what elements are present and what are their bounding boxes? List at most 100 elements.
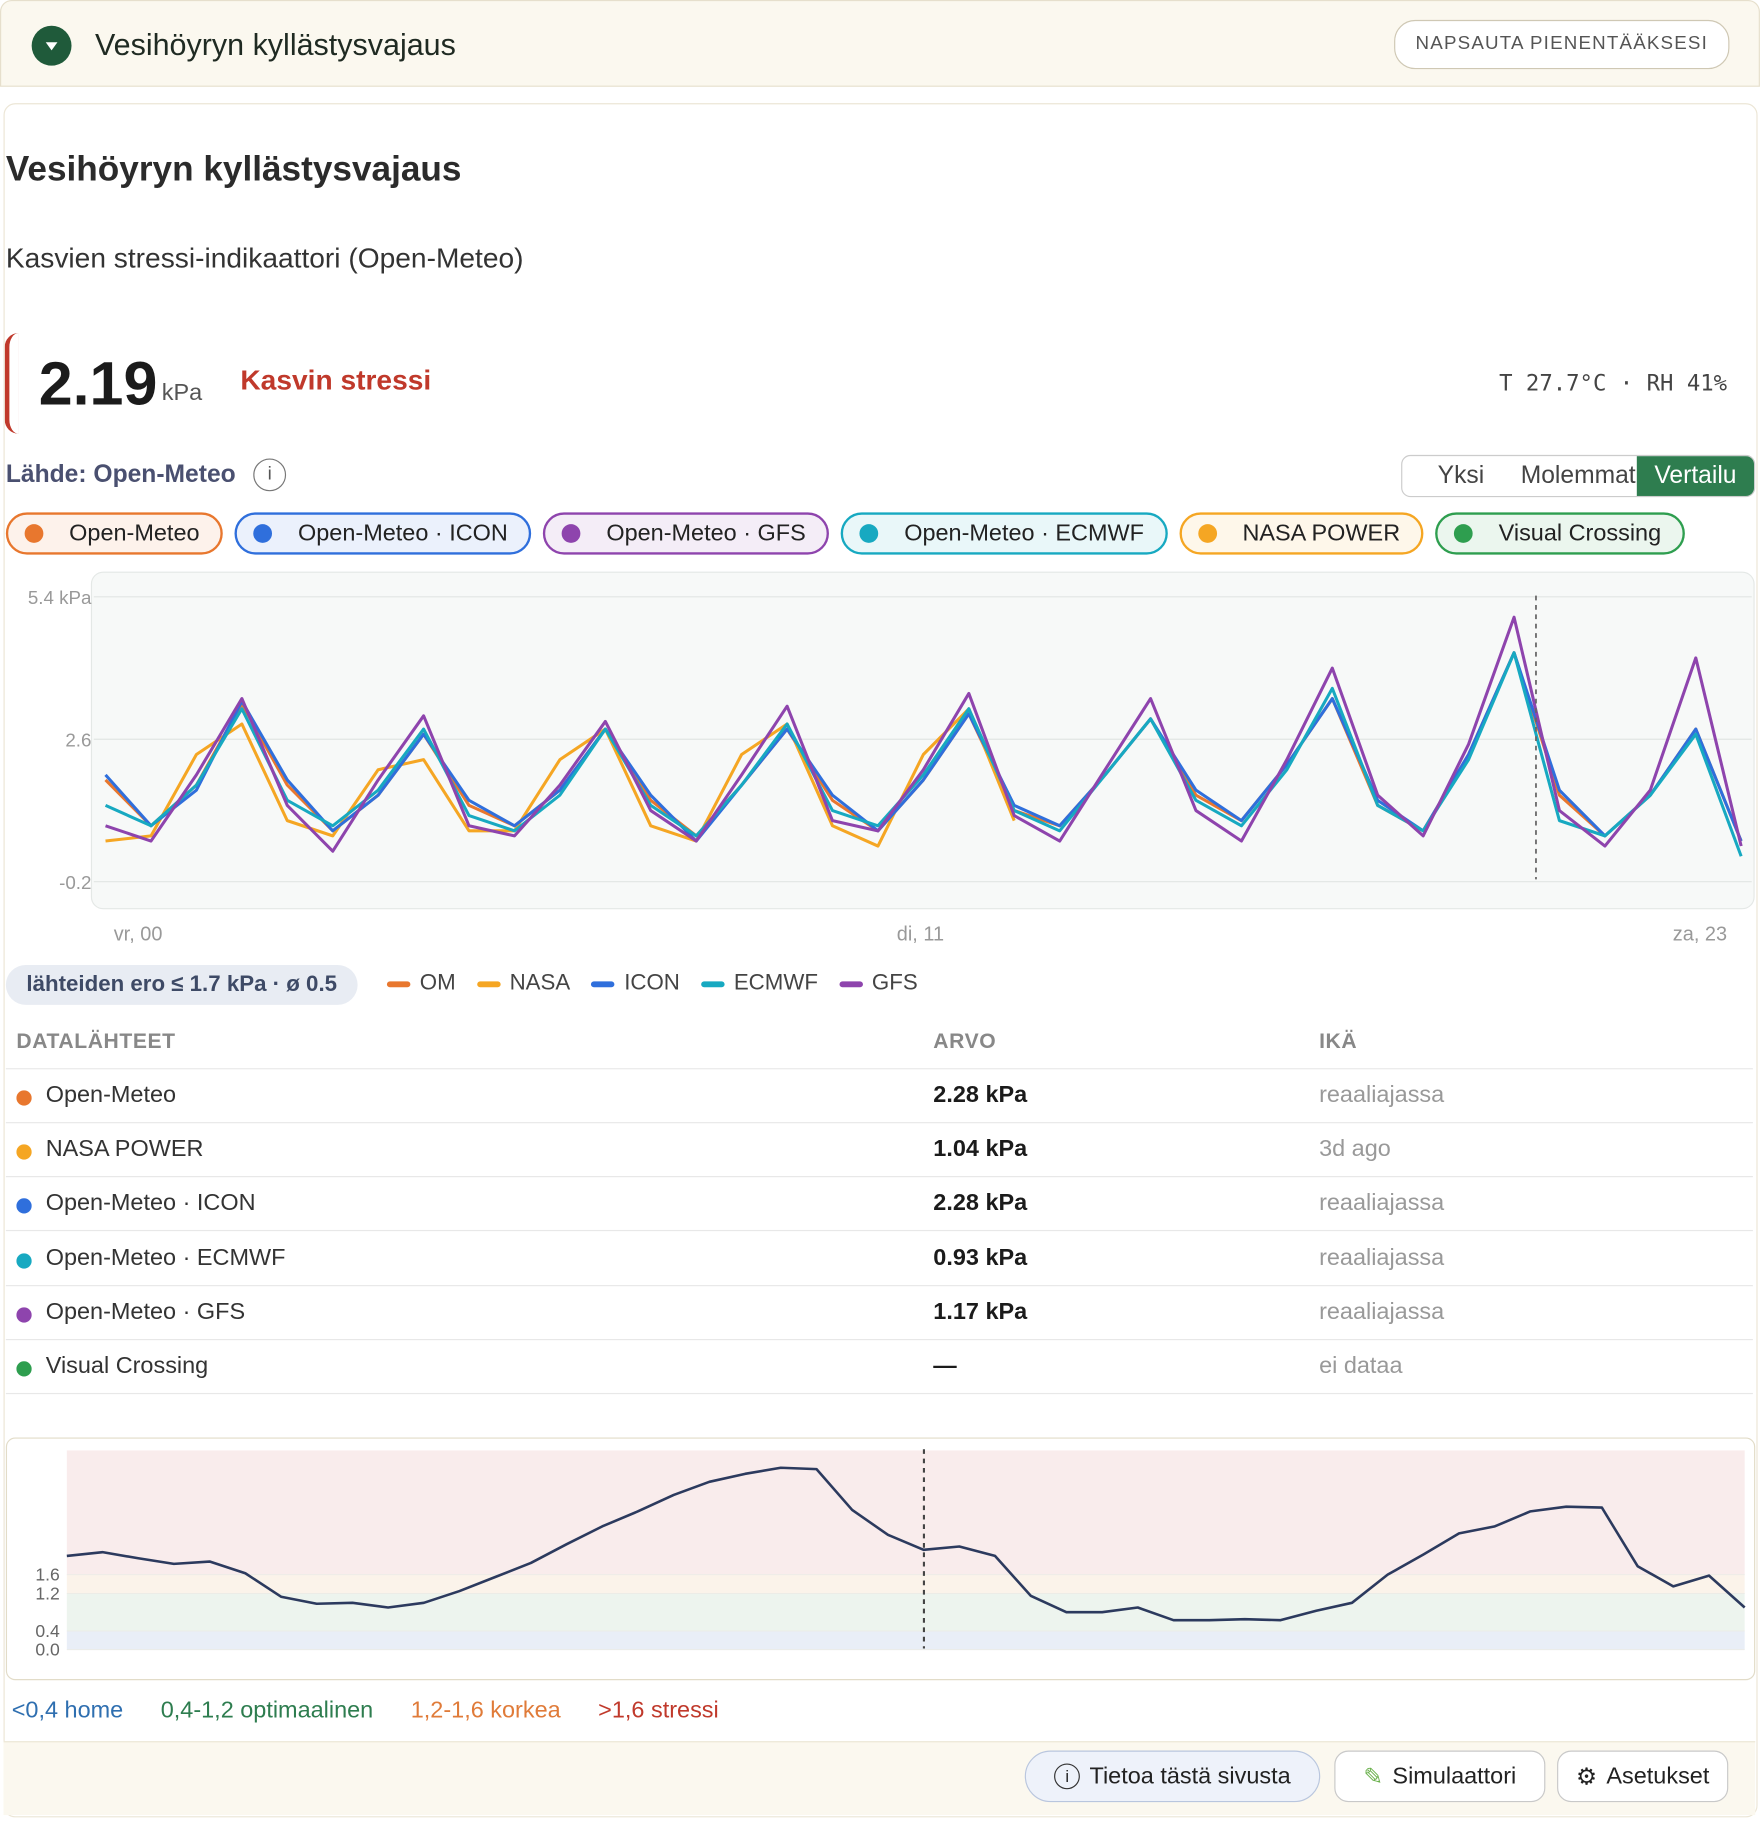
source-chip[interactable]: Visual Crossing [1435, 512, 1685, 555]
chart-legend: OM NASA ICON ECMWF GFS [386, 970, 918, 997]
zone-band [66, 1593, 1745, 1631]
y-tick-label: -0.2 [59, 872, 91, 893]
legend-item: ICON [591, 971, 680, 997]
y-tick-label: 5.4 kPa [28, 587, 92, 608]
legend-swatch [476, 980, 501, 987]
mode-toggle: Yksi Molemmat Vertailu [1401, 454, 1756, 498]
mode-option[interactable]: Vertailu [1636, 456, 1755, 496]
source-name: Visual Crossing [45, 1353, 209, 1379]
spread-badge: lähteiden ero ≤ 1.7 kPa · ø 0.5 [5, 964, 358, 1005]
chip-label: Open-Meteo · ECMWF [904, 520, 1144, 546]
header-title: Vesihöyryn kyllästysvajaus [94, 26, 456, 63]
chip-dot [859, 524, 879, 543]
icon: ✎ [1363, 1764, 1384, 1790]
chip-label: Open-Meteo · GFS [606, 520, 806, 546]
y-tick-label: 0.4 [35, 1621, 60, 1641]
legend-swatch [700, 980, 725, 987]
collapse-button[interactable]: NAPSAUTA PIENENTÄÄKSESI [1394, 19, 1730, 70]
row-dot [16, 1090, 32, 1106]
row-dot [16, 1144, 32, 1160]
source-name: Open-Meteo · ICON [45, 1190, 256, 1217]
source-age: ei dataa [1319, 1353, 1403, 1379]
chip-dot [1454, 524, 1473, 543]
source-name: Open-Meteo [45, 1082, 177, 1109]
y-tick-label: 0.0 [35, 1640, 60, 1660]
weather-meta: T 27.7°C · RH 41% [1499, 370, 1728, 397]
comparison-chart: -0.2 2.6 5.4 kPa vr, 00 di, 11 za, 23 [28, 571, 1755, 945]
source-chip[interactable]: NASA POWER [1179, 512, 1424, 555]
y-tick-label: 1.6 [35, 1565, 59, 1585]
table-row: Open-Meteo 2.28 kPa reaaliajassa [5, 1069, 1753, 1124]
table-header: DATALÄHTEET [16, 1029, 176, 1053]
current-unit: kPa [161, 379, 203, 406]
row-dot [16, 1252, 32, 1269]
status-bar [4, 332, 19, 434]
settings-button[interactable]: ⚙ Asetukset [1557, 1750, 1729, 1803]
series-line [105, 707, 1016, 848]
mode-option[interactable]: Molemmat [1520, 461, 1636, 489]
legend-label: OM [419, 970, 456, 996]
x-tick-label: vr, 00 [114, 923, 163, 945]
zone-band [66, 1450, 1745, 1575]
source-name: NASA POWER [45, 1136, 204, 1163]
mode-option[interactable]: Yksi [1437, 461, 1485, 489]
source-value: 1.04 kPa [933, 1136, 1028, 1163]
source-chip[interactable]: Open-Meteo · ICON [234, 512, 532, 555]
source-value: 2.28 kPa [933, 1082, 1028, 1109]
info-icon[interactable]: i [253, 458, 287, 492]
legend-label: ICON [624, 970, 680, 996]
series-line [104, 651, 1743, 857]
table-rule [5, 1068, 1753, 1070]
icon: i [1054, 1763, 1081, 1790]
source-value: 0.93 kPa [933, 1244, 1028, 1271]
series-line [66, 1466, 1746, 1622]
legend-label: NASA [509, 970, 571, 996]
source-chip[interactable]: Open-Meteo · GFS [543, 512, 830, 555]
history-chart: 0.00.4 1.21.6 [35, 1449, 1746, 1660]
legend-swatch [839, 980, 863, 987]
card-subtitle: Kasvien stressi-indikaattori (Open-Meteo… [5, 242, 524, 275]
source-label: Lähde: Open-Meteo [5, 460, 236, 488]
table-header: IKÄ [1319, 1029, 1358, 1053]
x-tick-label: di, 11 [897, 923, 944, 945]
about-button[interactable]: i Tietoa tästä sivusta [1024, 1750, 1321, 1803]
legend-item: GFS [839, 971, 918, 997]
legend-item: NASA [476, 970, 571, 997]
source-chip[interactable]: Open-Meteo [5, 512, 223, 555]
source-name: Open-Meteo · GFS [45, 1298, 246, 1325]
zone-label: <0,4 home [11, 1697, 124, 1724]
source-chips: Open-Meteo Open-Meteo · ICON Open-Meteo · … [5, 512, 1685, 555]
legend-label: ECMWF [733, 970, 818, 996]
icon [45, 42, 58, 51]
chip-dot [253, 524, 273, 543]
row-dot [16, 1361, 32, 1377]
header: Vesihöyryn kyllästysvajaus NAPSAUTA PIEN… [0, 0, 1760, 87]
legend-swatch [386, 980, 411, 987]
zone-legend: <0,4 home 0,4-1,2 optimaalinen 1,2-1,6 kor… [12, 1698, 719, 1725]
source-value: 2.28 kPa [933, 1190, 1028, 1217]
chip-dot [561, 524, 581, 543]
x-tick-label: za, 23 [1673, 923, 1727, 945]
source-value: 1.17 kPa [933, 1298, 1028, 1325]
chip-label: NASA POWER [1242, 520, 1401, 546]
chip-dot [24, 524, 44, 543]
collapse-icon[interactable] [31, 25, 72, 66]
current-value: 2.19 [38, 350, 158, 419]
legend-label: GFS [871, 970, 918, 996]
zone-band [66, 1630, 1745, 1650]
y-tick-label: 1.2 [35, 1583, 59, 1603]
series-line [104, 651, 1743, 843]
source-chip[interactable]: Open-Meteo · ECMWF [840, 512, 1168, 555]
button-label: Tietoa tästä sivusta [1089, 1762, 1291, 1789]
source-name: Open-Meteo · ECMWF [45, 1244, 286, 1271]
icon: ⚙ [1575, 1764, 1597, 1790]
source-age: reaaliajassa [1319, 1298, 1445, 1325]
zone-label: 0,4-1,2 optimaalinen [160, 1697, 374, 1724]
table-header: ARVO [933, 1029, 997, 1053]
zone-label: >1,6 stressi [598, 1697, 719, 1724]
simulator-button[interactable]: ✎ Simulaattori [1334, 1750, 1546, 1803]
table-row: NASA POWER 1.04 kPa 3d ago [5, 1123, 1753, 1178]
button-label: Asetukset [1606, 1762, 1710, 1789]
